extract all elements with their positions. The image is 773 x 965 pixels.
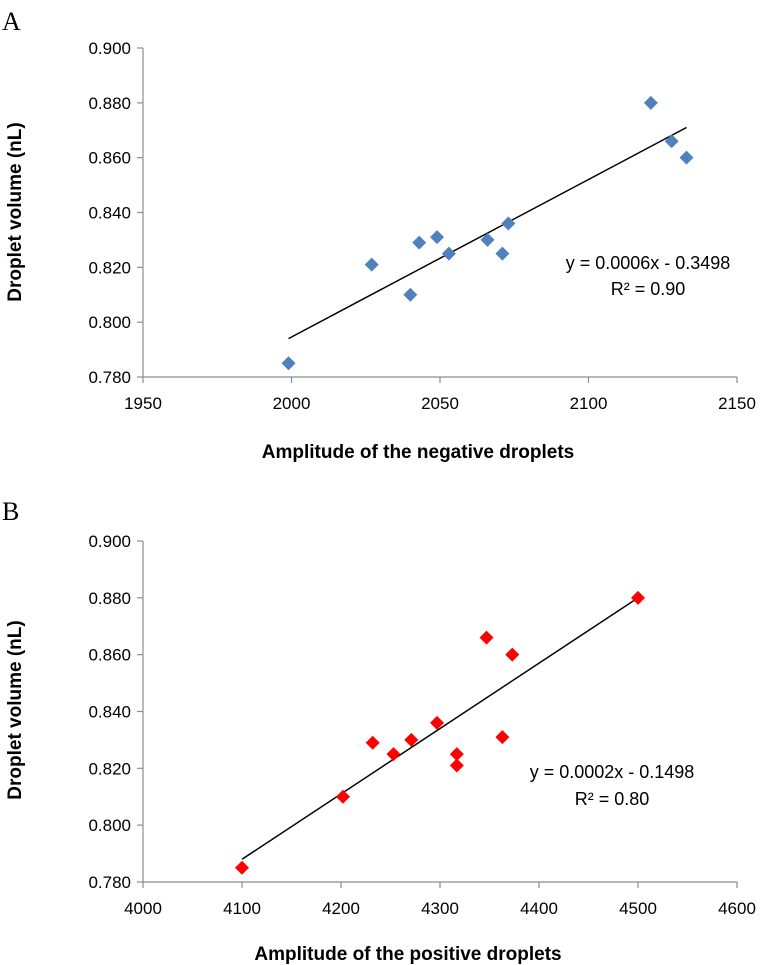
panel-b-y-tick-label: 0.780 [88,873,131,892]
panel-b-data-point [335,789,350,804]
panel-a-x-tick-label: 2150 [718,394,756,413]
panel-b-data-point [365,735,380,750]
panel-a-label: A [2,7,21,36]
panel-b-data-point [479,630,494,645]
panel-a-x-axis-title: Amplitude of the negative droplets [262,442,574,463]
panel-a: A 0.780 0.800 0.820 0.840 0.860 0.880 0.900 19… [2,7,756,463]
panel-b-x-ticks: 4000 4100 4200 4300 4400 4500 4600 [124,882,756,918]
panel-a-y-axis-title: Droplet volume (nL) [5,122,26,301]
panel-a-data-point [441,246,456,261]
panel-b-data-point [430,715,445,730]
panel-b-data-point [386,747,401,762]
panel-a-y-tick-label: 0.880 [88,94,131,113]
panel-b-y-ticks: 0.780 0.800 0.820 0.840 0.860 0.880 0.900 [88,532,143,892]
panel-b-x-tick-label: 4300 [421,899,459,918]
panel-b-data-point [235,860,249,875]
panel-b-data-point [631,590,645,605]
panel-a-data-point [495,246,510,261]
panel-a-y-tick-label: 0.780 [88,368,131,387]
panel-b-trendline [241,597,639,860]
panel-b-data-point [449,747,464,762]
panel-a-y-tick-label: 0.800 [88,313,131,332]
panel-b-data-point [495,730,510,745]
panel-a-x-tick-label: 1950 [124,394,162,413]
panel-b-y-tick-label: 0.820 [88,759,131,778]
panel-a-y-tick-label: 0.900 [88,39,131,58]
panel-a-points [281,95,694,371]
panel-a-r-squared: R² = 0.90 [611,279,686,299]
panel-b-r-squared: R² = 0.80 [575,789,650,809]
panel-b: B 0.780 0.800 0.820 0.840 0.860 0.880 0.900 40… [2,497,756,965]
panel-b-x-tick-label: 4000 [124,899,162,918]
panel-b-x-tick-label: 4100 [223,899,261,918]
panel-b-y-axis-title: Droplet volume (nL) [5,620,26,799]
panel-b-x-tick-label: 4400 [520,899,558,918]
panel-a-data-point [430,230,445,245]
panel-b-label: B [2,497,19,526]
panel-a-y-tick-label: 0.820 [88,258,131,277]
panel-b-points [235,590,645,875]
panel-b-y-tick-label: 0.860 [88,646,131,665]
panel-b-x-tick-label: 4600 [718,899,756,918]
panel-b-data-point [404,732,419,747]
panel-a-y-tick-label: 0.860 [88,149,131,168]
panel-a-x-tick-label: 2050 [421,394,459,413]
panel-a-data-point [480,232,495,247]
panel-b-x-tick-label: 4500 [619,899,657,918]
panel-a-x-tick-label: 2000 [273,394,311,413]
panel-a-data-point [643,95,658,110]
panel-a-equation: y = 0.0006x - 0.3498 [566,253,731,273]
panel-b-y-tick-label: 0.880 [88,589,131,608]
panel-a-x-tick-label: 2100 [570,394,608,413]
panel-a-y-tick-label: 0.840 [88,204,131,223]
panel-a-y-ticks: 0.780 0.800 0.820 0.840 0.860 0.880 0.900 [88,39,143,387]
panel-a-data-point [281,356,296,371]
panel-a-data-point [501,216,516,231]
panel-a-data-point [403,287,418,302]
panel-b-y-tick-label: 0.900 [88,532,131,551]
panel-a-data-point [412,235,427,250]
panel-b-equation: y = 0.0002x - 0.1498 [530,762,695,782]
panel-a-data-point [679,150,694,165]
panel-b-y-tick-label: 0.800 [88,816,131,835]
panel-b-data-point [505,647,520,662]
panel-b-x-tick-label: 4200 [322,899,360,918]
panel-b-data-point [449,758,464,773]
panel-b-x-axis-title: Amplitude of the positive droplets [254,944,561,965]
panel-a-data-point [664,134,679,149]
panel-b-y-tick-label: 0.840 [88,703,131,722]
panel-a-data-point [364,257,379,272]
panel-a-x-ticks: 1950 2000 2050 2100 2150 [124,377,756,413]
